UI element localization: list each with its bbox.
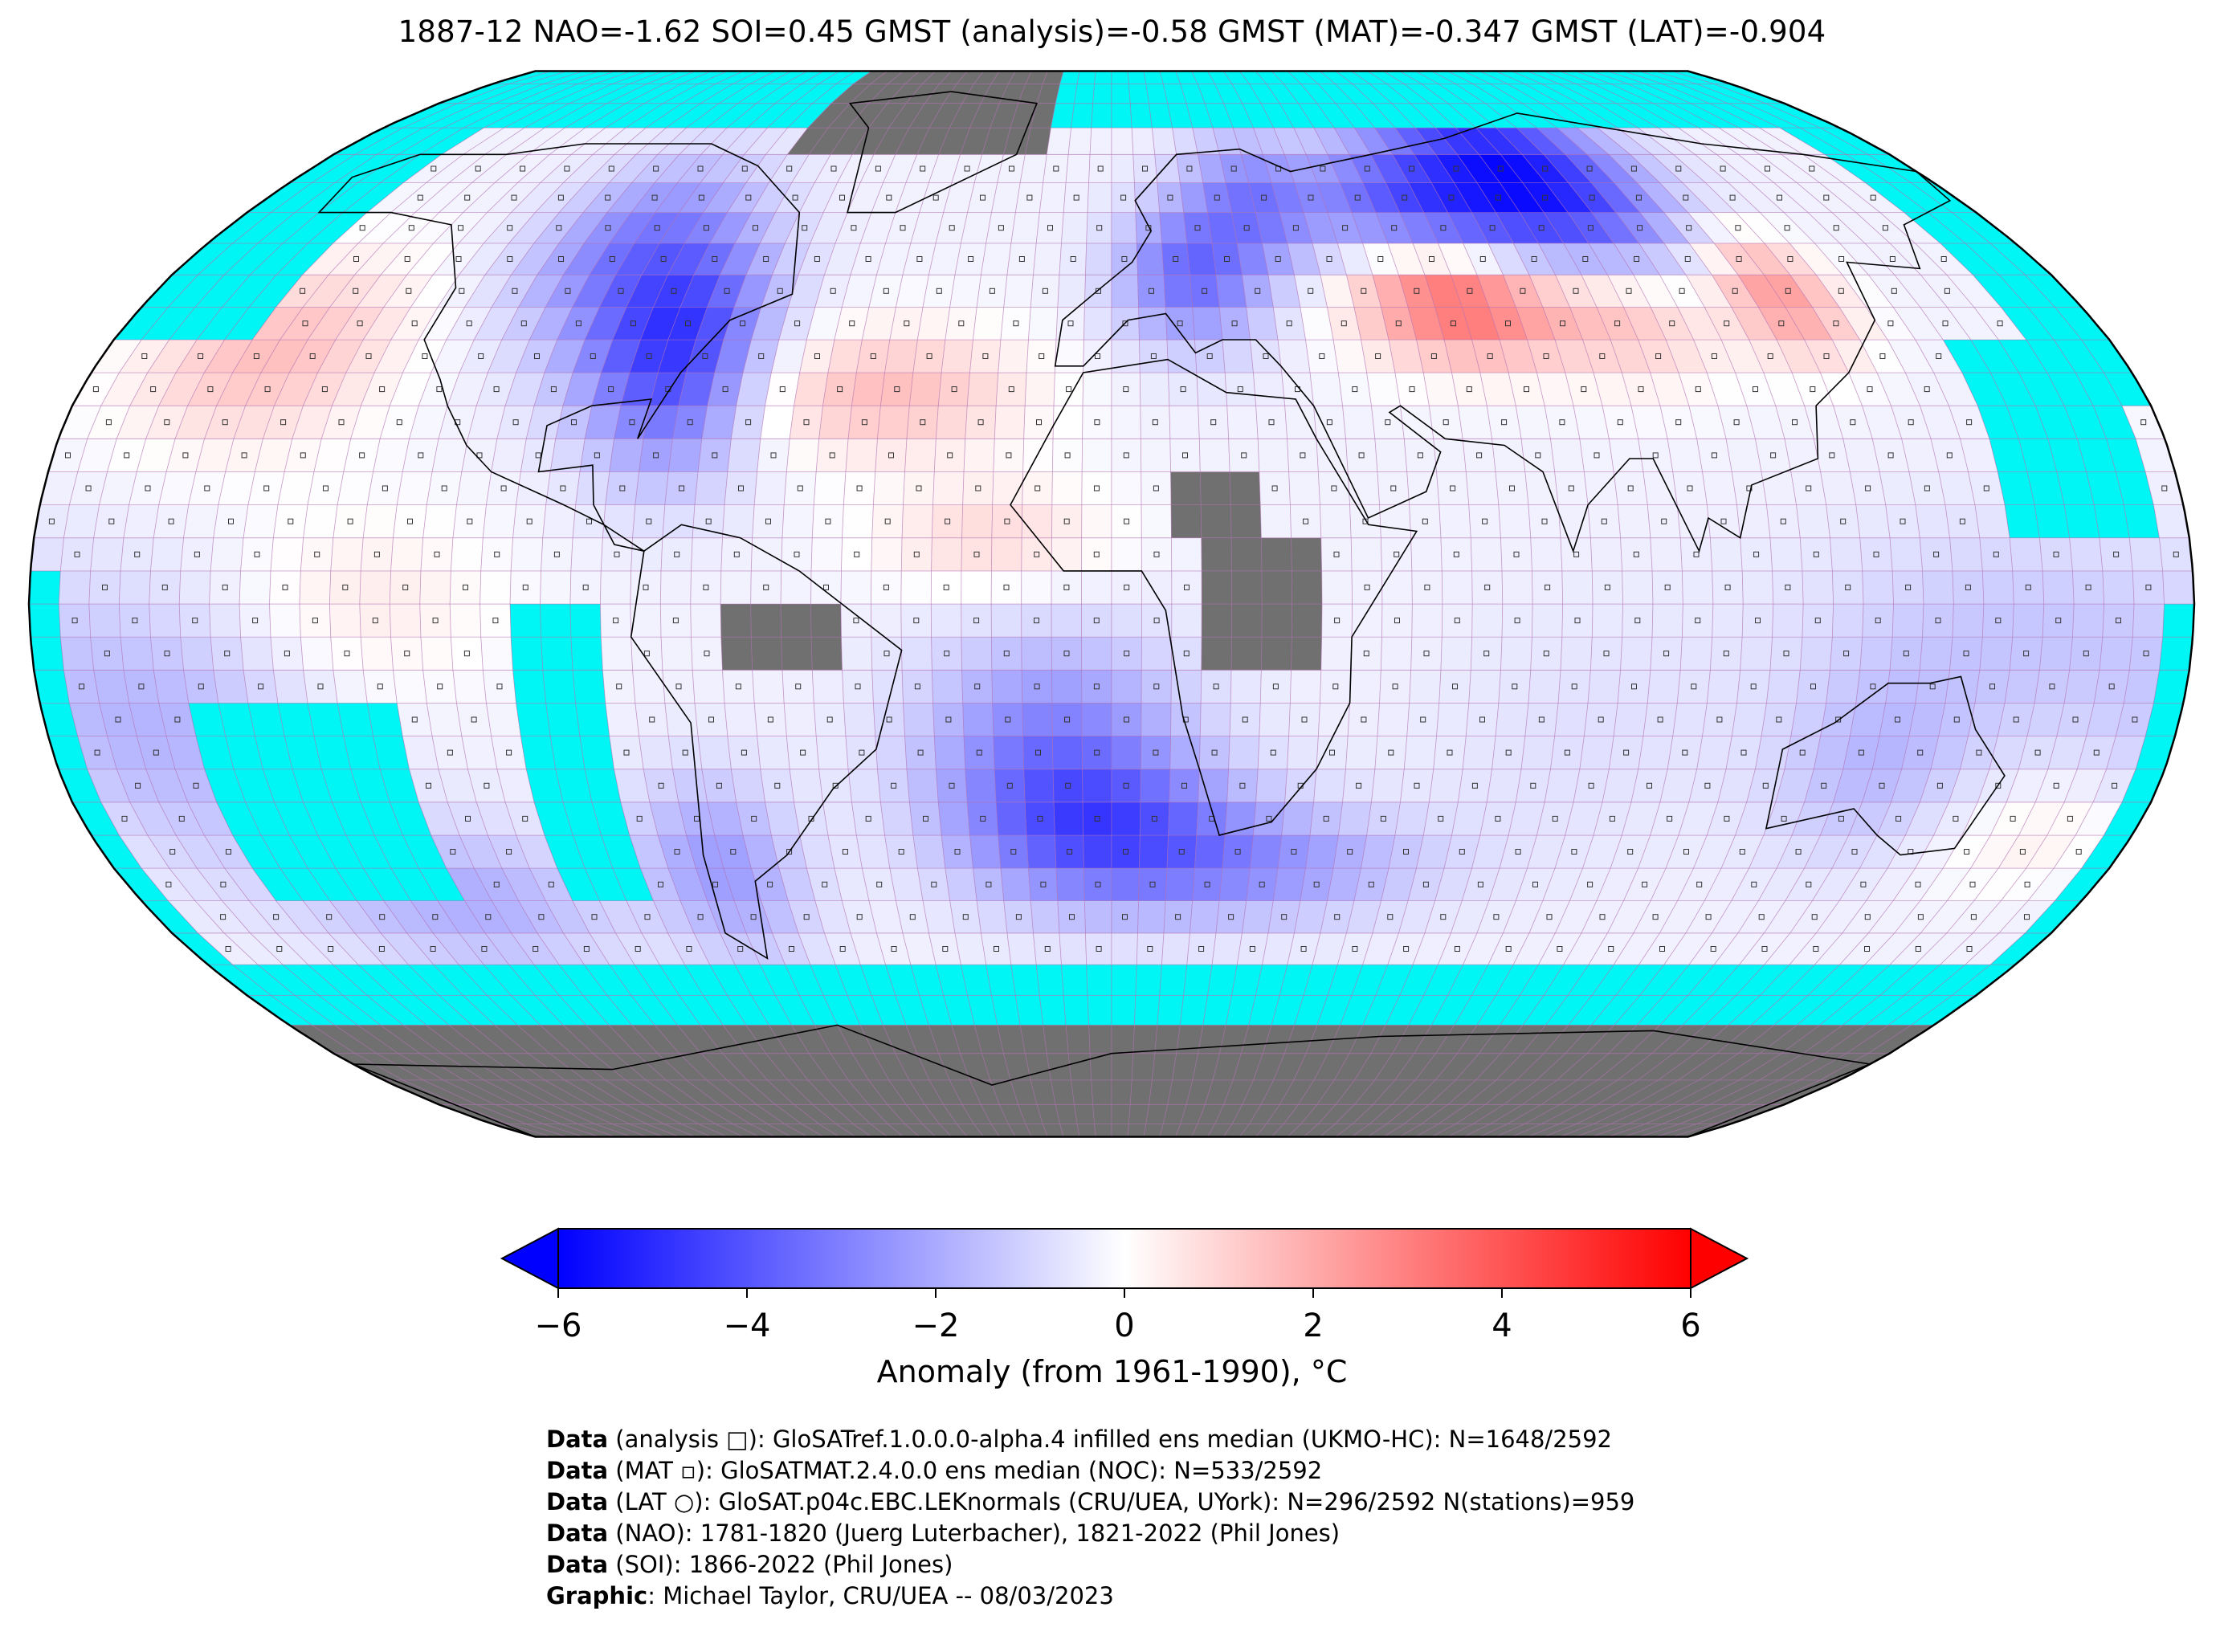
credit-text: (LAT ○): GloSAT.p04c.EBC.LEKnormals (CRU… [608,1488,1635,1515]
anomaly-grid [29,71,2194,1137]
anomaly-map [27,70,2196,1138]
credit-text: : Michael Taylor, CRU/UEA -- 08/03/2023 [647,1582,1114,1609]
colorbar-tick-label: −4 [723,1307,771,1344]
credit-label: Data [546,1519,609,1547]
colorbar-tick-label: 4 [1492,1307,1512,1344]
credit-label: Data [546,1551,609,1578]
credit-label: Data [546,1457,609,1484]
credit-line: Data (NAO): 1781-1820 (Juerg Luterbacher… [546,1518,1634,1549]
colorbar-tick-label: 6 [1680,1307,1701,1344]
credit-text: (analysis □): GloSATref.1.0.0.0-alpha.4 … [608,1426,1613,1453]
credit-label: Data [546,1488,609,1515]
credits: Data (analysis □): GloSATref.1.0.0.0-alp… [546,1424,1634,1612]
colorbar-bar [557,1228,1691,1289]
colorbar-tick-label: −6 [534,1307,582,1344]
credit-text: (SOI): 1866-2022 (Phil Jones) [608,1551,953,1578]
credit-text: (NAO): 1781-1820 (Juerg Luterbacher), 18… [608,1519,1341,1547]
colorbar-tick-marks [557,1288,1691,1298]
colorbar-extend-low [500,1227,559,1290]
colorbar-extend-high [1690,1227,1749,1290]
credit-line: Data (LAT ○): GloSAT.p04c.EBC.LEKnormals… [546,1487,1634,1518]
colorbar-tick-label: 2 [1303,1307,1324,1344]
colorbar-tick-label: −2 [912,1307,960,1344]
credit-text: (MAT ▫): GloSATMAT.2.4.0.0 ens median (N… [608,1457,1323,1484]
grid-cell [2162,603,2194,638]
credit-line: Data (analysis □): GloSATref.1.0.0.0-alp… [546,1424,1634,1455]
credit-line: Data (SOI): 1866-2022 (Phil Jones) [546,1549,1634,1581]
credit-line: Graphic: Michael Taylor, CRU/UEA -- 08/0… [546,1581,1634,1612]
colorbar [500,1227,1749,1298]
colorbar-tick-label: 0 [1114,1307,1135,1344]
map-title: 1887-12 NAO=-1.62 SOI=0.45 GMST (analysi… [398,14,1826,49]
credit-line: Data (MAT ▫): GloSATMAT.2.4.0.0 ens medi… [546,1455,1634,1487]
colorbar-label: Anomaly (from 1961-1990), °C [876,1354,1348,1389]
credit-label: Graphic [546,1582,648,1609]
credit-label: Data [546,1426,609,1453]
